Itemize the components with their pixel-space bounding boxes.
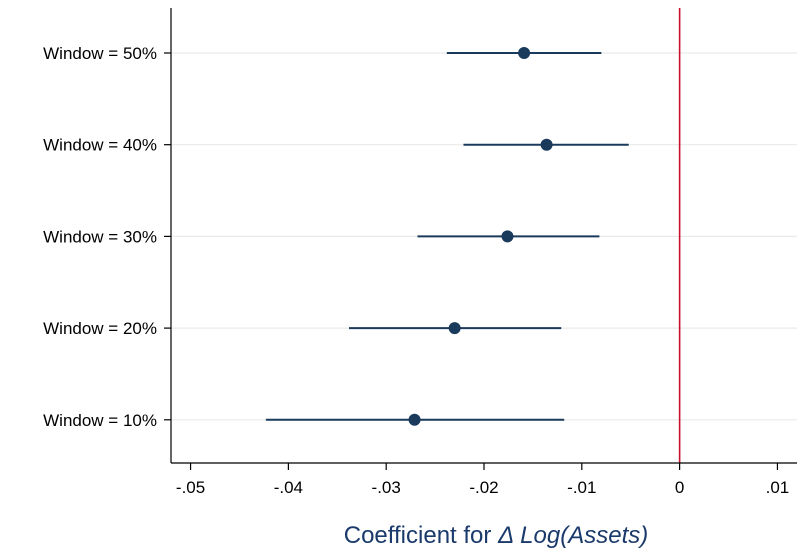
x-tick-label: .01: [766, 478, 790, 497]
x-tick-label: -.04: [274, 478, 303, 497]
y-tick-label: Window = 40%: [43, 136, 157, 155]
point-estimate: [448, 322, 461, 335]
x-axis-title-delta-symbol: Δ: [497, 522, 514, 549]
x-axis-title: Coefficient for Δ Log(Assets): [344, 522, 648, 549]
point-estimate: [408, 413, 421, 426]
x-tick-label: -.02: [469, 478, 498, 497]
y-tick-label: Window = 50%: [43, 44, 157, 63]
x-axis-title-prefix: Coefficient for: [344, 522, 498, 549]
point-estimate: [518, 47, 531, 59]
y-tick-label: Window = 10%: [43, 411, 157, 430]
point-estimate-layer: [408, 47, 553, 426]
x-tick-label: -.05: [176, 478, 205, 497]
x-axis-title-variable: Log(Assets): [520, 522, 648, 549]
point-estimate: [540, 138, 553, 151]
x-tick-label: -.03: [372, 478, 401, 497]
y-tick-label: Window = 20%: [43, 319, 157, 338]
x-tick-label: -.01: [567, 478, 596, 497]
axes-layer: [164, 8, 797, 470]
label-layer: Window = 50% Window = 40% Window = 30% Wind…: [43, 44, 789, 497]
y-tick-label: Window = 30%: [43, 227, 157, 246]
x-tick-label: 0: [675, 478, 684, 497]
point-estimate: [501, 230, 514, 243]
